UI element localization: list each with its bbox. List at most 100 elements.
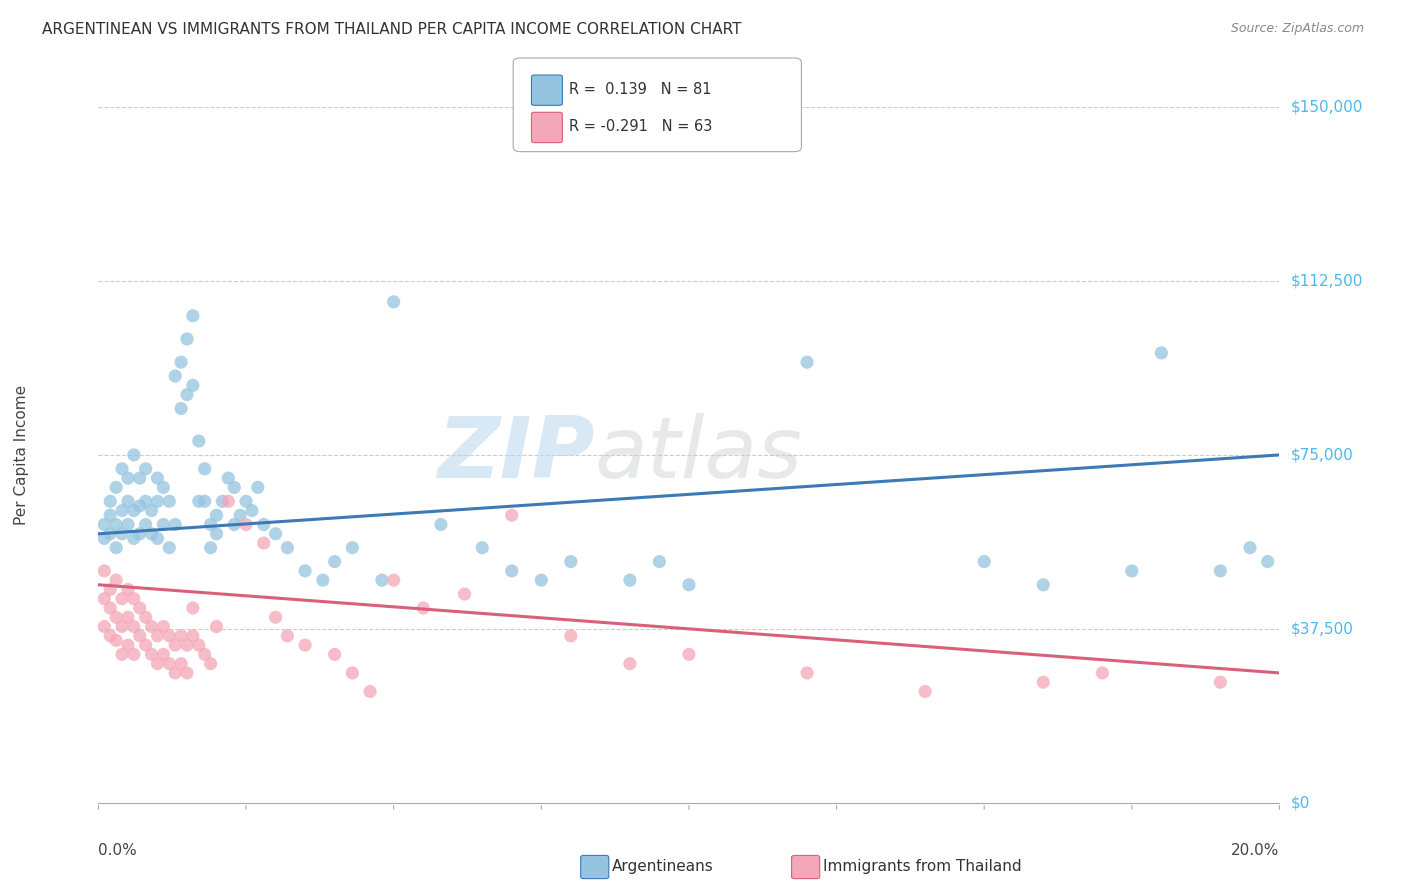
Text: R =  0.139   N = 81: R = 0.139 N = 81 (569, 82, 711, 97)
Point (359, 684, 381, 698)
Point (157, 657, 180, 671)
Point (165, 369, 187, 384)
Text: atlas: atlas (595, 413, 803, 497)
Point (146, 471, 169, 485)
Point (342, 665, 364, 680)
Point (619, 573, 641, 587)
Point (323, 555, 346, 569)
Point (105, 633, 128, 648)
Point (176, 387, 198, 401)
Point (312, 573, 335, 587)
Point (619, 657, 641, 671)
Point (165, 665, 187, 680)
Point (152, 648, 174, 662)
Point (141, 526, 163, 541)
Point (117, 471, 139, 485)
Point (264, 610, 287, 624)
Point (530, 573, 553, 587)
Point (1209, 675, 1232, 690)
Point (117, 610, 139, 624)
Point (176, 332, 198, 346)
Point (111, 591, 134, 606)
Point (412, 601, 434, 615)
Point (371, 573, 394, 587)
Point (170, 629, 193, 643)
Point (141, 503, 163, 517)
Point (205, 508, 228, 523)
Point (105, 610, 128, 624)
Text: $112,500: $112,500 (1291, 274, 1362, 288)
Text: 0.0%: 0.0% (98, 843, 138, 858)
Point (264, 526, 287, 541)
Point (1209, 564, 1232, 578)
Point (205, 526, 228, 541)
Point (152, 517, 174, 532)
Point (170, 401, 193, 416)
Point (240, 503, 263, 517)
Text: Immigrants from Thailand: Immigrants from Thailand (823, 859, 1021, 873)
Point (128, 471, 150, 485)
Point (342, 541, 364, 555)
Point (501, 564, 523, 578)
Text: Per Capita Income: Per Capita Income (14, 384, 28, 525)
Text: 20.0%: 20.0% (1232, 843, 1279, 858)
Point (93, 517, 115, 532)
Point (98, 494, 121, 508)
Point (111, 619, 134, 633)
Point (294, 638, 316, 652)
Point (146, 494, 169, 508)
Point (157, 629, 180, 643)
Text: ARGENTINEAN VS IMMIGRANTS FROM THAILAND PER CAPITA INCOME CORRELATION CHART: ARGENTINEAN VS IMMIGRANTS FROM THAILAND … (42, 22, 742, 37)
Point (152, 480, 174, 494)
Point (105, 480, 128, 494)
Point (678, 648, 700, 662)
Point (135, 610, 157, 624)
Point (235, 494, 257, 508)
Point (170, 657, 193, 671)
Point (224, 480, 246, 494)
Text: $37,500: $37,500 (1291, 622, 1354, 636)
Point (135, 517, 157, 532)
Point (122, 448, 145, 462)
Point (471, 541, 494, 555)
Point (1121, 564, 1143, 578)
Point (181, 629, 204, 643)
Point (253, 536, 276, 550)
Point (187, 494, 209, 508)
Point (128, 526, 150, 541)
Point (1032, 675, 1054, 690)
Point (211, 494, 233, 508)
Point (217, 471, 239, 485)
Point (152, 619, 174, 633)
Point (1032, 578, 1054, 592)
Point (146, 629, 169, 643)
Point (117, 517, 139, 532)
Point (194, 648, 217, 662)
Point (170, 355, 193, 369)
Point (181, 309, 204, 323)
Point (796, 665, 818, 680)
Text: Argentineans: Argentineans (612, 859, 713, 873)
Point (181, 378, 204, 392)
Point (560, 555, 582, 569)
Point (187, 638, 209, 652)
Point (200, 517, 222, 532)
Point (117, 494, 139, 508)
Point (276, 541, 298, 555)
Point (176, 665, 198, 680)
Point (135, 494, 157, 508)
Point (501, 508, 523, 523)
Point (93, 591, 115, 606)
Point (678, 578, 700, 592)
Point (194, 462, 217, 476)
Text: $0: $0 (1291, 796, 1310, 810)
Point (105, 573, 128, 587)
Text: $150,000: $150,000 (1291, 100, 1362, 114)
Point (111, 462, 134, 476)
Point (93, 619, 115, 633)
Point (1239, 541, 1261, 555)
Point (157, 494, 180, 508)
Text: R = -0.291   N = 63: R = -0.291 N = 63 (569, 119, 713, 134)
Point (141, 619, 163, 633)
Point (914, 684, 936, 698)
